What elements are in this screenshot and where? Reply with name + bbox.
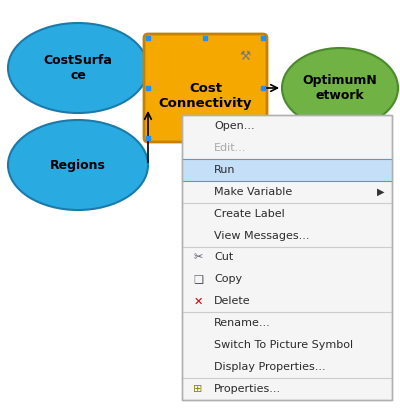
Text: OptimumN
etwork: OptimumN etwork bbox=[303, 74, 377, 102]
Text: Display Properties...: Display Properties... bbox=[214, 362, 326, 372]
Text: ⊞: ⊞ bbox=[193, 384, 203, 394]
Text: Make Variable: Make Variable bbox=[214, 187, 292, 197]
Text: ❑: ❑ bbox=[193, 274, 203, 284]
Text: Properties...: Properties... bbox=[214, 384, 281, 394]
FancyBboxPatch shape bbox=[144, 34, 267, 142]
Ellipse shape bbox=[282, 48, 398, 128]
Text: Run: Run bbox=[214, 165, 236, 175]
Ellipse shape bbox=[8, 23, 148, 113]
Text: ✂: ✂ bbox=[193, 253, 203, 262]
Text: Cut: Cut bbox=[214, 253, 233, 262]
Text: Create Label: Create Label bbox=[214, 208, 285, 219]
Text: Copy: Copy bbox=[214, 274, 242, 284]
Text: ▶: ▶ bbox=[376, 187, 384, 197]
Text: Delete: Delete bbox=[214, 296, 251, 307]
FancyBboxPatch shape bbox=[182, 159, 392, 181]
Text: CostSurfa
ce: CostSurfa ce bbox=[44, 54, 112, 82]
Text: Cost
Connectivity: Cost Connectivity bbox=[159, 82, 252, 110]
Text: Regions: Regions bbox=[50, 159, 106, 171]
Text: Open...: Open... bbox=[214, 121, 255, 131]
Text: Switch To Picture Symbol: Switch To Picture Symbol bbox=[214, 340, 353, 350]
Text: ✕: ✕ bbox=[193, 296, 203, 307]
Text: ⚒: ⚒ bbox=[239, 49, 251, 63]
FancyBboxPatch shape bbox=[182, 115, 392, 400]
Text: Rename...: Rename... bbox=[214, 318, 271, 328]
Text: View Messages...: View Messages... bbox=[214, 231, 310, 241]
Text: Edit...: Edit... bbox=[214, 143, 246, 153]
Ellipse shape bbox=[8, 120, 148, 210]
